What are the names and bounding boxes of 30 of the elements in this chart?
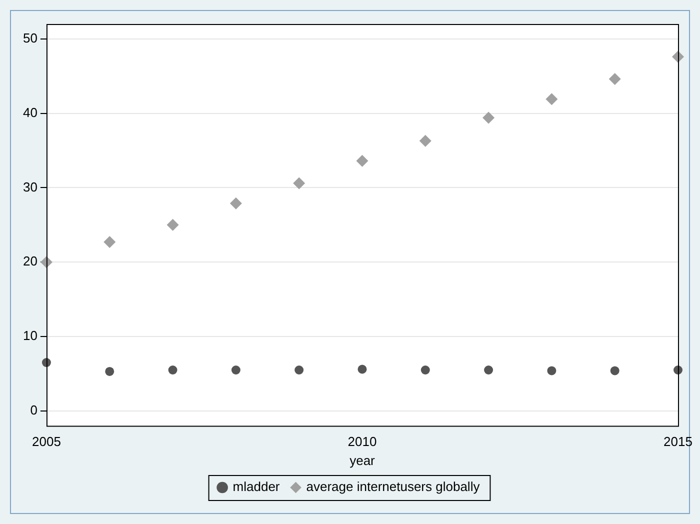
point [420,365,430,374]
point [231,365,240,374]
x-tick-label: 2015 [664,434,692,450]
y-tick-label: 20 [22,254,38,269]
point [358,364,367,374]
point [356,154,368,167]
point [547,366,556,376]
y-tick-label: 30 [22,179,38,194]
x-tick-label: 2005 [32,434,61,450]
point [482,112,495,124]
legend-label: average internetusers globally [306,479,480,494]
point [610,366,620,376]
point [419,134,432,147]
point [293,177,306,190]
x-tick-label: 2010 [348,434,377,450]
point [104,236,116,248]
y-tick-label: 0 [30,402,38,418]
point [546,93,558,106]
x-axis-title: year [350,452,376,468]
point [608,73,621,86]
y-tick-label: 50 [22,30,38,46]
point [168,365,178,374]
legend-label: mladder [232,479,280,494]
point [166,218,179,231]
point [484,365,494,374]
point [294,365,304,374]
point [230,197,242,210]
point [105,366,114,376]
y-tick-label: 10 [22,328,38,344]
y-tick-label: 40 [22,104,38,120]
